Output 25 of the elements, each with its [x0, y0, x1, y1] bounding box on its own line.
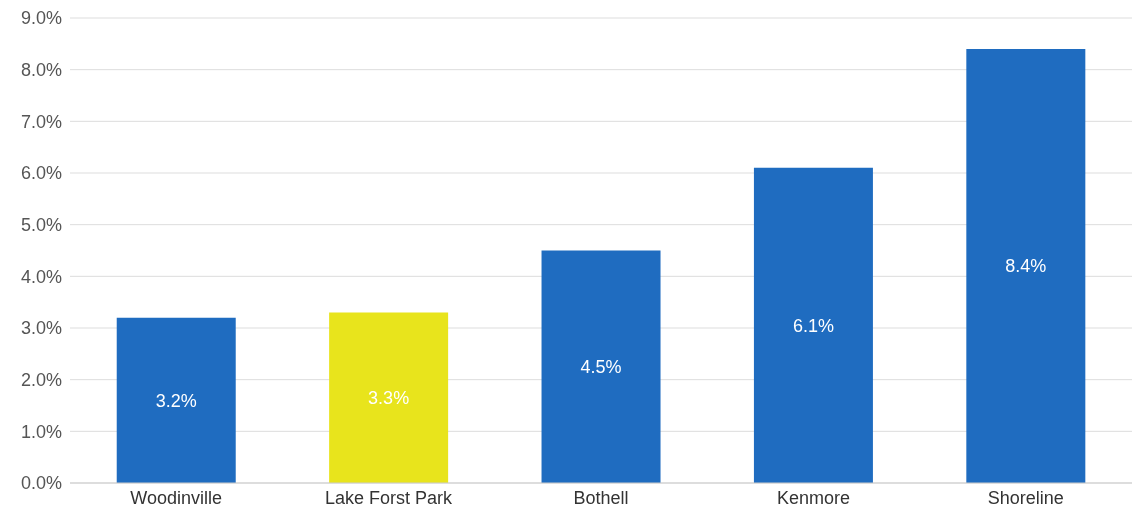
bar — [116, 317, 236, 483]
bar — [966, 49, 1086, 483]
bar — [753, 167, 873, 483]
y-tick-label: 9.0% — [20, 8, 62, 29]
x-tick-label: Woodinville — [130, 487, 223, 508]
data-label: 4.5% — [580, 357, 622, 378]
x-tick-label: Kenmore — [776, 487, 850, 508]
bar — [541, 250, 661, 483]
y-tick-label: 0.0% — [20, 473, 62, 494]
x-tick-label: Bothell — [573, 487, 629, 508]
y-tick-label: 4.0% — [20, 266, 62, 287]
y-tick-label: 1.0% — [20, 421, 62, 442]
y-tick-label: 8.0% — [20, 60, 62, 81]
data-label: 8.4% — [1005, 256, 1047, 277]
y-tick-label: 7.0% — [20, 111, 62, 132]
bar — [329, 312, 449, 483]
data-label: 6.1% — [792, 315, 834, 336]
y-tick-label: 6.0% — [20, 163, 62, 184]
y-tick-label: 3.0% — [20, 318, 62, 339]
x-tick-label: Lake Forst Park — [325, 487, 454, 508]
x-tick-label: Shoreline — [987, 487, 1064, 508]
data-label: 3.2% — [155, 390, 197, 411]
y-tick-label: 2.0% — [20, 370, 62, 391]
y-tick-label: 5.0% — [20, 215, 62, 236]
data-label: 3.3% — [368, 388, 410, 409]
